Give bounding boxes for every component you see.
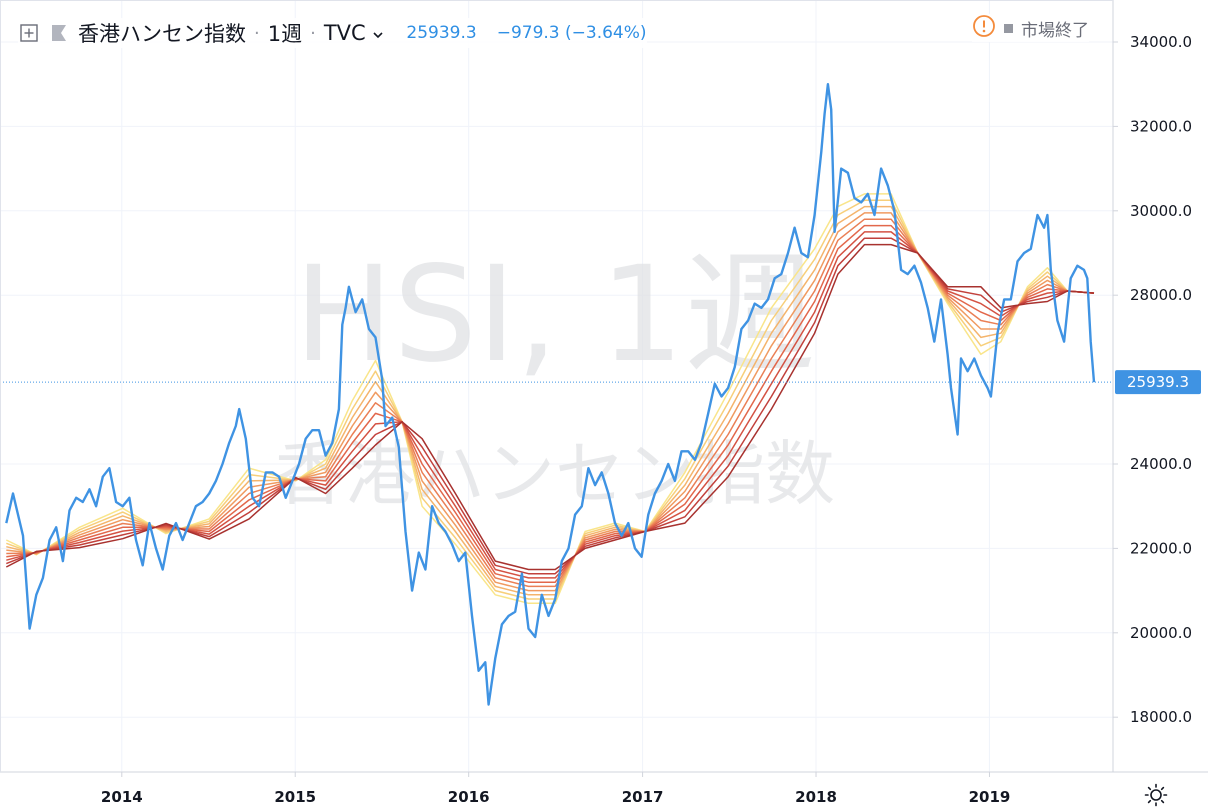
price-series xyxy=(5,83,1096,706)
interval-label[interactable]: 1週 xyxy=(267,22,303,46)
symbol-description[interactable]: 香港ハンセン指数 xyxy=(78,22,246,46)
watermark-symbol: HSI, 1週 xyxy=(294,238,816,392)
ma-ribbon-line xyxy=(6,224,1095,583)
last-price-value: 25939.3 xyxy=(406,23,477,43)
ma-ribbon-line xyxy=(6,237,1095,575)
moving-average-ribbon xyxy=(5,193,1095,605)
legend-separator-dot: · xyxy=(254,22,260,44)
time-axis[interactable]: 2014 2015 2016 2017 2018 2019 xyxy=(101,772,1010,806)
exchange-dropdown[interactable]: TVC xyxy=(324,21,385,45)
time-tick-label: 2014 xyxy=(101,788,143,806)
grid xyxy=(0,0,1113,772)
price-tick-label: 32000.0 xyxy=(1130,117,1192,135)
last-price-box xyxy=(1115,370,1201,395)
last-price-text: 25939.3 xyxy=(1127,373,1189,391)
expand-icon[interactable] xyxy=(18,22,40,44)
sun-icon xyxy=(1144,783,1168,807)
time-tick-label: 2019 xyxy=(969,788,1011,806)
time-tick-label: 2018 xyxy=(795,788,837,806)
price-change-value: −979.3 (−3.64%) xyxy=(496,23,647,43)
price-axis[interactable]: 34000.0 32000.0 30000.0 28000.0 24000.0 22000… xyxy=(1113,33,1192,726)
price-tick-label: 18000.0 xyxy=(1130,708,1192,726)
time-tick-label: 2017 xyxy=(622,788,664,806)
market-status-text: 市場終了 xyxy=(1021,20,1089,41)
price-tick-label: 20000.0 xyxy=(1130,624,1192,642)
price-tick-label: 22000.0 xyxy=(1130,539,1192,557)
last-price-label: 25939.3 xyxy=(1115,370,1201,395)
time-tick-label: 2015 xyxy=(274,788,316,806)
time-tick-label: 2016 xyxy=(448,788,490,806)
ma-ribbon-line xyxy=(6,231,1095,579)
watermark: HSI, 1週 香港ハンセン指数 xyxy=(275,238,835,515)
settings-button[interactable] xyxy=(1140,780,1172,810)
flag-icon[interactable] xyxy=(48,22,70,44)
market-status: 市場終了 xyxy=(972,14,1089,42)
price-tick-label: 24000.0 xyxy=(1130,455,1192,473)
legend: 香港ハンセン指数 · 1週 · TVC 25939.3 −979.3 (−3.6… xyxy=(18,18,647,48)
price-tick-label: 28000.0 xyxy=(1130,286,1192,304)
status-dot-icon xyxy=(1004,23,1013,33)
chevron-down-icon xyxy=(373,32,383,39)
watermark-description: 香港ハンセン指数 xyxy=(275,433,835,515)
warning-icon[interactable] xyxy=(972,14,996,43)
ma-ribbon-line xyxy=(5,193,1095,605)
legend-separator-dot: · xyxy=(310,22,316,44)
exchange-label: TVC xyxy=(323,21,366,45)
price-line[interactable] xyxy=(5,83,1096,706)
ma-ribbon-line xyxy=(6,218,1095,588)
ma-ribbon-line xyxy=(6,205,1095,596)
price-tick-label: 30000.0 xyxy=(1130,202,1192,220)
ma-ribbon-line xyxy=(5,243,1095,571)
price-tick-label: 34000.0 xyxy=(1130,33,1192,51)
ma-ribbon-line xyxy=(6,199,1095,600)
ma-ribbon-line xyxy=(6,212,1095,592)
